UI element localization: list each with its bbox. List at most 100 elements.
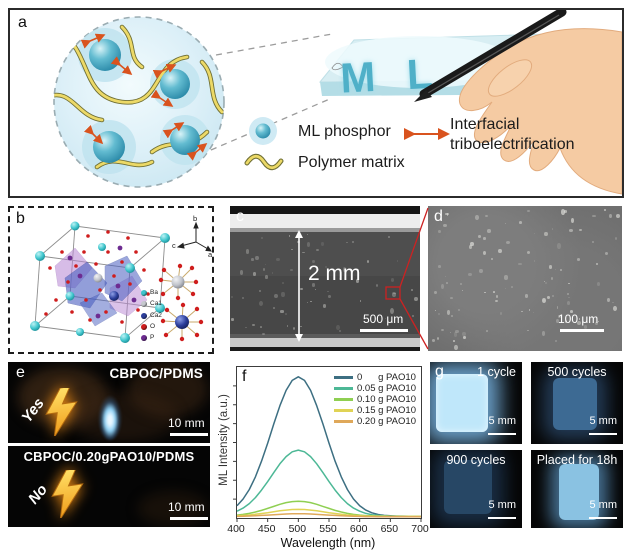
thickness-label: 2 mm: [308, 262, 361, 285]
sem-speckle: [533, 233, 535, 235]
x-tick-label: 600: [349, 523, 368, 535]
legend-interfacial-2: triboelectrification: [450, 136, 575, 153]
sem-speckle: [578, 318, 580, 320]
sem-speckle: [253, 272, 256, 276]
panel-c-sem-cross-section: c 2 mm 500 μm: [230, 206, 420, 351]
legend-interfacial-1: Interfacial: [450, 116, 520, 133]
sem-speckle: [555, 340, 557, 343]
sem-speckle: [230, 295, 234, 299]
x-tick-label: 450: [257, 523, 276, 535]
sem-speckle: [570, 217, 575, 223]
sem-speckle: [569, 228, 573, 232]
sem-speckle: [524, 293, 529, 298]
sem-speckle: [504, 275, 508, 280]
sem-speckle: [388, 235, 390, 238]
sem-speckle: [375, 283, 378, 287]
sem-speckle: [453, 332, 457, 337]
axis-c-label: c: [172, 241, 176, 250]
sem-speckle: [577, 320, 582, 325]
sem-speckle: [484, 291, 486, 293]
atom-legend-ca1: Ca1: [141, 300, 162, 307]
panel-b: b c a: [8, 206, 214, 354]
sem-speckle: [583, 325, 587, 329]
sem-speckle: [493, 291, 495, 293]
sem-speckle: [559, 268, 562, 271]
ml-glow: [436, 374, 488, 432]
sem-speckle: [271, 272, 273, 274]
legend-row: 0.20 g PAO10: [334, 416, 416, 427]
ca1-label: Ca1: [150, 300, 162, 307]
sem-speckle: [478, 235, 482, 239]
legend-swatch: [334, 420, 353, 423]
sem-speckle: [483, 237, 486, 240]
panel-g-tile-placed18h: Placed for 18h 5 mm: [531, 450, 623, 528]
sem-speckle: [281, 282, 285, 284]
sem-speckle: [550, 277, 554, 281]
ca2-cluster: [160, 302, 204, 342]
panel-e-bottom-photo: No CBPOC/0.20gPAO10/PDMS 10 mm: [8, 446, 210, 527]
sem-speckle: [567, 300, 571, 306]
x-axis-label: Wavelength (nm): [280, 536, 376, 550]
legend-label: 0.15 g PAO10: [357, 405, 416, 416]
sem-speckle: [556, 306, 559, 309]
sem-speckle: [556, 319, 559, 324]
sem-speckle: [434, 309, 437, 312]
ml-glow: [559, 464, 599, 520]
panel-e-top-scale-text: 10 mm: [168, 416, 205, 430]
sem-speckle: [470, 241, 474, 246]
sem-speckle: [291, 248, 294, 251]
atom-legend-p: P: [141, 334, 154, 341]
tile-scale-text: 5 mm: [589, 415, 618, 427]
sem-speckle: [263, 267, 266, 271]
y-axis-label: ML Intensity (a.u.): [218, 394, 230, 486]
sem-speckle: [367, 259, 370, 263]
sem-speckle: [467, 272, 472, 277]
sem-speckle: [596, 262, 598, 265]
sem-speckle: [568, 296, 571, 298]
sem-speckle: [505, 240, 510, 244]
panel-c-label: c: [236, 208, 244, 225]
tile-scale-text: 5 mm: [488, 415, 517, 427]
legend-label: 0 g PAO10: [357, 372, 416, 383]
sem-speckle: [518, 262, 522, 265]
x-tick-label: 400: [227, 523, 245, 535]
sem-speckle: [352, 240, 355, 244]
stylus-pen: [419, 7, 567, 99]
ml-glow: [444, 460, 492, 514]
sem-speckle: [414, 297, 418, 302]
panel-f-spectra-chart: ML Intensity (a.u.) f 0 g PAO10 0.05 g P…: [150, 355, 480, 550]
ca2-label: Ca2: [150, 312, 162, 319]
ml-emission-streak: [98, 390, 122, 440]
sem-speckle: [444, 275, 447, 277]
sem-speckle: [434, 290, 437, 294]
hand: [458, 28, 623, 195]
panel-d-label: d: [434, 208, 443, 225]
sem-speckle: [462, 332, 466, 336]
axis-triad: [176, 221, 213, 252]
sem-speckle: [468, 244, 472, 250]
panel-g-tile-900cycles: 900 cycles 5 mm: [430, 450, 522, 528]
sem-speckle: [532, 312, 534, 314]
sem-speckle: [567, 293, 570, 296]
atom-legend-ba: Ba: [141, 289, 158, 296]
sem-speckle: [596, 282, 601, 286]
sem-speckle: [459, 283, 463, 285]
panel-e-bottom-scale-bar: [170, 517, 208, 520]
sem-speckle: [595, 322, 598, 326]
sem-speckle: [316, 248, 319, 251]
sem-speckle: [533, 259, 536, 262]
sem-speckle: [241, 296, 244, 300]
sem-speckle: [557, 243, 561, 249]
legend-row: 0.15 g PAO10: [334, 405, 416, 416]
sem-speckle: [511, 286, 513, 288]
sem-speckle: [276, 257, 280, 262]
sem-speckle: [261, 332, 265, 336]
panel-d-scale-text: 100 μm: [558, 312, 599, 326]
sem-speckle: [280, 310, 284, 313]
spectrum-curve: [236, 500, 421, 518]
sem-speckle: [527, 209, 530, 212]
sem-speckle: [230, 318, 235, 321]
tile-scale-text: 5 mm: [488, 499, 517, 511]
tile-scale-text: 5 mm: [589, 499, 618, 511]
ba-atoms: [30, 221, 170, 343]
